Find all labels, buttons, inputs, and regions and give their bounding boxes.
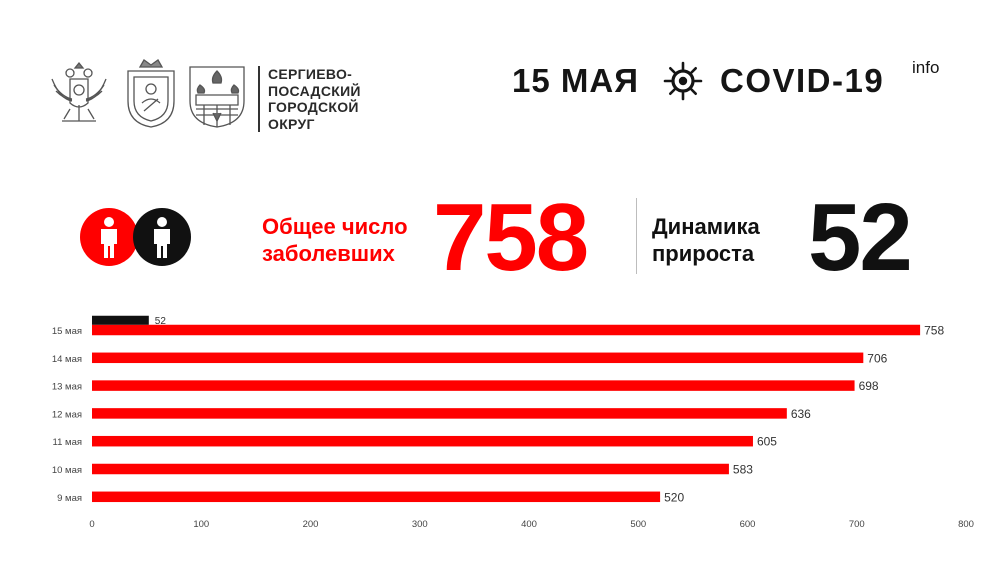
sergiev-posad-emblem <box>189 66 245 128</box>
bar-value-label: 698 <box>859 379 879 393</box>
growth-label: Динамика прироста <box>652 213 760 267</box>
category-label: 15 мая <box>52 326 82 337</box>
person-icon-black <box>133 208 191 266</box>
bar-main <box>92 380 855 391</box>
bar-growth <box>92 315 149 325</box>
category-label: 10 мая <box>52 465 82 476</box>
category-label: 9 мая <box>57 493 82 504</box>
growth-value: 52 <box>808 184 913 291</box>
municipality-line-3: ГОРОДСКОЙ <box>268 99 359 115</box>
municipality-line-2: ПОСАДСКИЙ <box>268 82 361 99</box>
russian-eagle-emblem <box>51 61 107 122</box>
bar-value-label: 706 <box>867 351 887 365</box>
bar-main <box>92 352 864 364</box>
total-cases-label-line-1: Общее число <box>262 214 408 239</box>
bar-main <box>92 435 753 447</box>
bar-value-label: 636 <box>791 407 811 421</box>
stats-divider <box>636 198 637 274</box>
total-cases-label: Общее число заболевших <box>262 213 408 267</box>
bar-main <box>92 324 921 336</box>
bar-growth-label: 52 <box>155 316 167 327</box>
category-label: 11 мая <box>53 437 82 448</box>
bar-value-label: 605 <box>757 435 777 449</box>
category-label: 13 мая <box>52 382 82 393</box>
x-tick-label: 700 <box>849 519 865 530</box>
municipality-line-4: ОКРУГ <box>268 115 315 132</box>
moscow-region-emblem <box>127 59 175 128</box>
bar-value-label: 583 <box>733 463 753 477</box>
municipality-name: СЕРГИЕВО- ПОСАДСКИЙ ГОРОДСКОЙ ОКРУГ <box>268 66 361 132</box>
category-label: 14 мая <box>52 354 82 365</box>
bar-main <box>92 408 787 419</box>
x-tick-label: 600 <box>740 519 756 530</box>
x-tick-label: 300 <box>412 519 428 530</box>
date-heading: 15 МАЯ <box>512 62 639 99</box>
x-tick-label: 100 <box>193 519 209 530</box>
person-figure-icon <box>154 217 170 258</box>
bar-value-label: 758 <box>924 324 944 338</box>
x-tick-label: 400 <box>521 519 537 530</box>
x-tick-label: 800 <box>958 519 974 530</box>
person-figure-icon <box>101 217 117 258</box>
x-tick-label: 200 <box>303 519 319 530</box>
growth-label-line-1: Динамика <box>652 214 760 239</box>
person-icon-red <box>80 208 138 266</box>
category-label: 12 мая <box>52 409 82 420</box>
covid-title: COVID-19 <box>720 62 885 99</box>
cases-bar-chart: 15 мая 758 52 14 мая 706 13 мая 698 12 мая 636 11… <box>52 315 974 530</box>
bar-value-label: 520 <box>664 490 684 504</box>
header-divider <box>258 66 260 132</box>
total-cases-value: 758 <box>433 184 589 291</box>
municipality-line-1: СЕРГИЕВО- <box>268 66 353 82</box>
x-tick-label: 500 <box>630 519 646 530</box>
virus-icon <box>663 61 703 101</box>
bar-main <box>92 491 661 503</box>
x-tick-label: 0 <box>89 519 94 530</box>
bar-main <box>92 463 729 475</box>
total-cases-label-line-2: заболевших <box>262 241 395 266</box>
covid-info-suffix: info <box>912 58 940 77</box>
growth-label-line-2: прироста <box>652 241 755 266</box>
